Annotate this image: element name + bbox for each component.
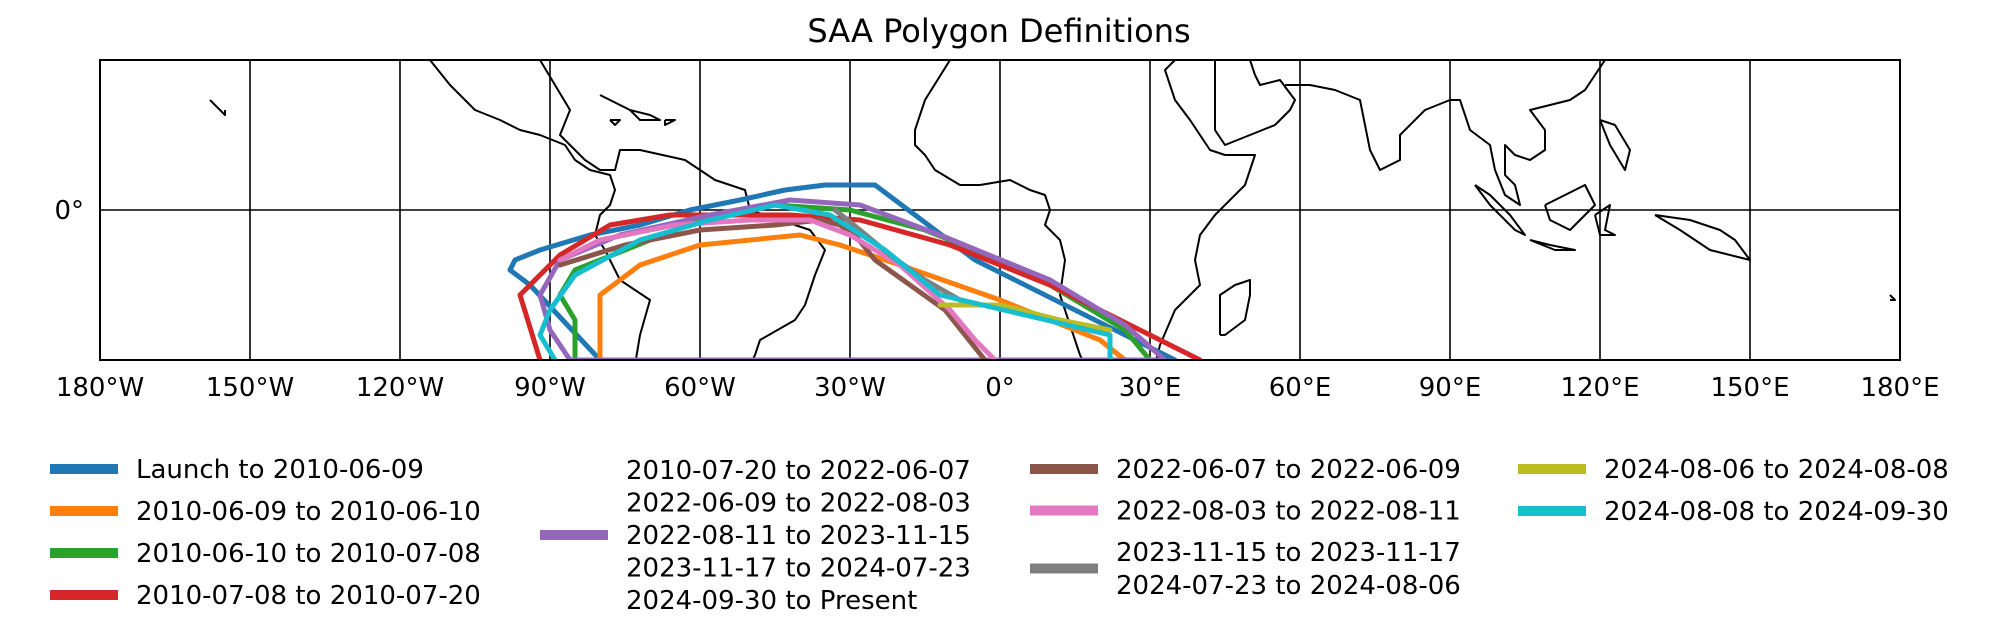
coastline-outline [1654,214,1751,261]
series-line [557,217,988,360]
x-tick-label: 30°W [814,373,886,403]
legend-swatch [50,548,118,558]
coastline-outline [539,60,826,360]
legend-label: 2024-08-06 to 2024-08-08 [1604,455,1949,485]
legend-label: 2023-11-17 to 2024-07-23 [626,554,971,584]
legend-label: 2010-06-09 to 2010-06-10 [136,497,481,527]
coastline-outline [599,94,631,111]
x-tick-label: 90°W [514,373,586,403]
x-tick-label: 120°E [1560,373,1639,403]
legend-swatch [50,590,118,600]
series-line [517,212,1203,360]
legend-label: 2024-08-08 to 2024-09-30 [1604,497,1949,527]
coastline-outline [664,119,676,126]
coastline-outline [1889,294,1896,301]
x-tick-label: 60°E [1269,373,1332,403]
legend-swatch [50,464,118,474]
series-line [537,202,1113,360]
legend-label: 2010-07-08 to 2010-07-20 [136,581,481,611]
plot-frame [99,59,1901,361]
coastline-outline [1594,204,1616,236]
x-tick-label: 60°W [664,373,736,403]
coastline-outline [1155,60,1256,360]
legend-label: 2010-07-20 to 2022-06-07 [626,456,971,486]
coastline-outline [429,60,651,360]
x-tick-label: 120°W [356,373,444,403]
x-tick-label: 180°W [56,373,144,403]
x-tick-label: 180°E [1860,373,1939,403]
legend-swatch [1518,464,1586,474]
y-tick-labels: 0° [54,196,84,226]
legend-swatch [1518,506,1586,516]
legend-swatch [1030,505,1098,516]
series-line [557,217,998,360]
legend: Launch to 2010-06-09 2010-06-09 to 2010-0… [50,455,1949,616]
series-line [537,197,1168,360]
y-tick-label: 0° [54,196,84,226]
legend-swatch [1030,563,1098,574]
x-tick-labels: 180°W 150°W 120°W 90°W 60°W 30°W 0° 30°E 60°E 90°… [56,373,1940,403]
x-tick-label: 30°E [1119,373,1182,403]
coastline-outline [1214,60,1296,146]
coastline-outline [629,109,661,121]
coastline-outline [1544,184,1596,231]
coastline-outline [1474,184,1526,236]
legend-label: 2024-07-23 to 2024-08-06 [1116,571,1461,601]
legend-swatch [1030,464,1098,474]
legend-label: 2022-06-09 to 2022-08-03 [626,489,971,519]
polygon-series-layer [507,182,1203,360]
x-tick-label: 0° [985,373,1015,403]
legend-swatch [50,506,118,516]
coastline-outline [1599,119,1631,171]
x-tick-label: 150°E [1710,373,1789,403]
chart-title: SAA Polygon Definitions [807,12,1190,50]
legend-swatch [540,530,608,540]
legend-label: 2023-11-15 to 2023-11-17 [1116,538,1461,568]
legend-label: Launch to 2010-06-09 [136,455,424,485]
series-line [937,302,1113,333]
legend-label: 2010-06-10 to 2010-07-08 [136,539,481,569]
legend-label: 2022-06-07 to 2022-06-09 [1116,455,1461,485]
x-tick-label: 90°E [1419,373,1482,403]
x-tick-label: 150°W [206,373,294,403]
graticule-grid [100,60,1900,360]
coastline-outline [209,99,226,116]
coastline-outline [1219,279,1251,336]
coastline-outline [1285,60,1606,206]
coastline-outline [609,119,621,126]
coastline-outline [1529,239,1576,251]
legend-label: 2024-09-30 to Present [626,586,917,616]
series-line [507,182,1178,360]
legend-label: 2022-08-03 to 2022-08-11 [1116,497,1461,527]
legend-label: 2022-08-11 to 2023-11-15 [626,521,971,551]
